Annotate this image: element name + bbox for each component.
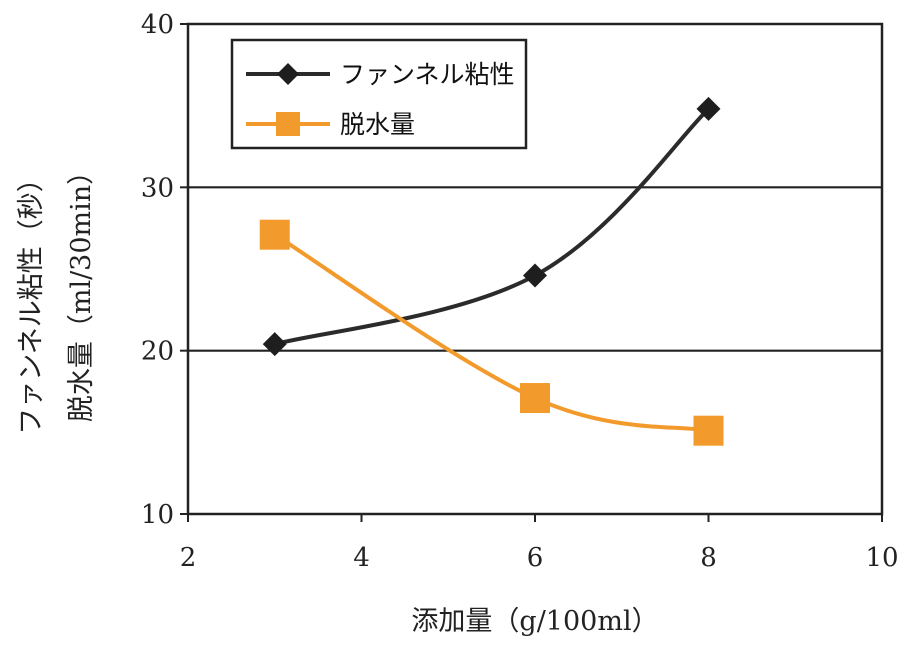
y-tick-label: 40 bbox=[141, 10, 174, 40]
data-point-diamond bbox=[262, 332, 287, 357]
legend-marker-square bbox=[276, 112, 300, 136]
y-tick-label: 30 bbox=[141, 173, 174, 203]
gridlines bbox=[188, 186, 882, 352]
data-point-square bbox=[693, 415, 724, 446]
x-tick-label: 2 bbox=[180, 543, 197, 573]
x-tick-labels: 2 4 6 8 10 bbox=[180, 543, 899, 573]
axis-ticks bbox=[180, 23, 883, 522]
x-tick-label: 6 bbox=[527, 543, 544, 573]
legend-label-dewatering: 脱水量 bbox=[340, 110, 415, 139]
legend-label-viscosity: ファンネル粘性 bbox=[340, 60, 515, 89]
y-tick-labels: 10 20 30 40 bbox=[141, 10, 174, 530]
legend-marker-diamond bbox=[277, 63, 299, 85]
data-point-diamond bbox=[523, 263, 547, 288]
x-axis-label: 添加量（g/100ml） bbox=[411, 606, 658, 637]
y-tick-label: 20 bbox=[141, 337, 174, 367]
y-tick-label: 10 bbox=[141, 500, 174, 530]
x-tick-label: 10 bbox=[865, 543, 898, 573]
x-tick-label: 8 bbox=[700, 543, 717, 573]
y-axis-label-line2: 脱水量（ml/30min） bbox=[66, 158, 97, 422]
data-point-diamond bbox=[696, 96, 721, 121]
x-tick-label: 4 bbox=[353, 543, 370, 573]
data-point-square bbox=[520, 383, 550, 414]
legend: ファンネル粘性 脱水量 bbox=[230, 38, 528, 150]
series-markers bbox=[259, 96, 724, 446]
y-axis-label-line1: ファンネル粘性（秒） bbox=[16, 165, 47, 434]
data-point-square bbox=[259, 219, 290, 250]
